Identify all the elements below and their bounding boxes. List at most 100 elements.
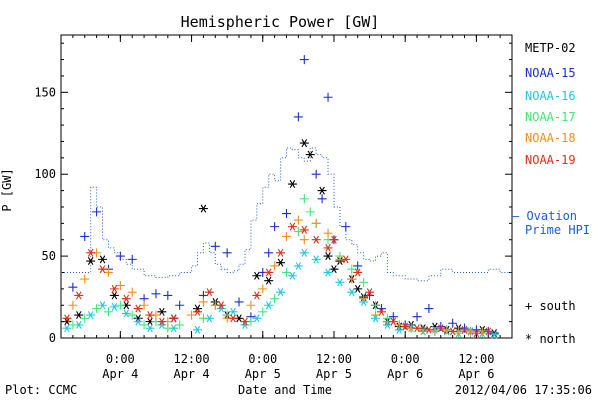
plus-marker [359,294,369,304]
x-tick-day-label: Apr 4 [102,367,138,381]
x-tick-day-label: Apr 6 [387,367,423,381]
plus-marker [115,251,125,261]
asterisk-marker [287,222,297,231]
asterisk-marker [216,301,226,310]
plus-marker [282,209,291,219]
plus-marker [103,267,113,277]
asterisk-marker [192,325,202,334]
plus-marker [258,307,268,317]
asterisk-marker [365,288,375,297]
asterisk-marker [264,276,274,285]
asterisk-marker [317,186,327,195]
x-tick-day-label: Apr 5 [245,367,281,381]
plus-marker [430,326,440,336]
asterisk-marker [192,307,202,316]
asterisk-marker [448,327,458,336]
legend-ovation-line1: — Ovation [512,209,577,223]
hemisphere-legend-south: + south [525,299,576,313]
legend-noaa-19: NOAA-19 [525,153,576,167]
asterisk-marker [86,311,96,320]
plus-marker [139,300,149,310]
series-metp-02 [62,139,499,338]
plus-marker [317,194,327,204]
hemisphere-legend-north: * north [525,332,576,346]
asterisk-marker [400,322,410,331]
asterisk-marker [240,317,250,326]
asterisk-marker [329,235,339,244]
asterisk-marker [299,225,309,234]
asterisk-marker [299,248,309,257]
asterisk-marker [287,180,297,189]
asterisk-marker [471,329,481,338]
asterisk-marker [109,302,119,311]
series-noaa-18 [68,215,487,338]
legend-noaa-17: NOAA-17 [525,110,576,124]
asterisk-marker [145,311,155,320]
asterisk-marker [86,248,96,257]
asterisk-marker [74,291,84,300]
plus-marker [92,304,102,314]
chart-title: Hemispheric Power [GW] [181,13,380,31]
x-tick-day-label: Apr 5 [316,367,352,381]
asterisk-marker [228,314,238,323]
plus-marker [198,297,208,307]
asterisk-marker [293,261,303,270]
plus-marker [92,207,102,217]
plus-marker [246,300,256,310]
asterisk-marker [252,271,262,280]
asterisk-marker [329,265,339,274]
asterisk-marker [353,268,363,277]
scatter-marks [62,55,499,339]
plus-marker [424,304,434,314]
asterisk-marker [157,307,167,316]
plus-marker [305,207,315,217]
x-tick-time-label: 0:00 [106,352,135,366]
asterisk-marker [133,314,143,323]
plus-marker [68,282,78,292]
plus-marker [394,320,404,330]
asterisk-marker [133,317,143,326]
asterisk-marker [133,304,143,313]
plus-marker [127,310,137,320]
plus-marker [270,294,280,304]
asterisk-marker [98,255,108,264]
plus-marker [460,323,470,333]
plus-marker [80,313,90,323]
plus-marker [347,264,357,274]
plus-marker [210,241,220,251]
plus-marker [198,313,208,323]
footer-left: Plot: CCMC [5,383,77,397]
asterisk-marker [335,278,345,287]
asterisk-marker [216,304,226,313]
plus-marker [222,248,232,258]
plus-marker [270,222,280,232]
plus-marker [299,55,309,65]
asterisk-marker [109,284,119,293]
asterisk-marker [276,258,286,267]
plus-marker [412,312,422,322]
asterisk-marker [228,307,238,316]
asterisk-marker [489,329,499,338]
plus-marker [436,322,446,332]
plus-marker [347,274,357,284]
plus-marker [359,277,369,287]
plus-marker [371,300,381,310]
plus-marker [323,228,333,238]
asterisk-marker [252,291,262,300]
plus-marker [175,300,185,310]
plus-marker [293,112,303,122]
plus-marker [68,300,78,310]
legend-ovation-line2: Prime HPI [525,223,590,237]
legend-noaa-18: NOAA-18 [525,131,576,145]
series-noaa-19 [62,222,493,338]
asterisk-marker [121,309,131,318]
plus-marker [103,307,113,317]
y-axis-label: P [GW] [0,168,14,211]
plus-marker [234,297,244,307]
asterisk-marker [240,320,250,329]
legend: METP-02 NOAA-15 NOAA-16 NOAA-17 NOAA-18 NOAA-… [512,41,590,237]
plus-marker [187,310,197,320]
asterisk-marker [376,307,386,316]
